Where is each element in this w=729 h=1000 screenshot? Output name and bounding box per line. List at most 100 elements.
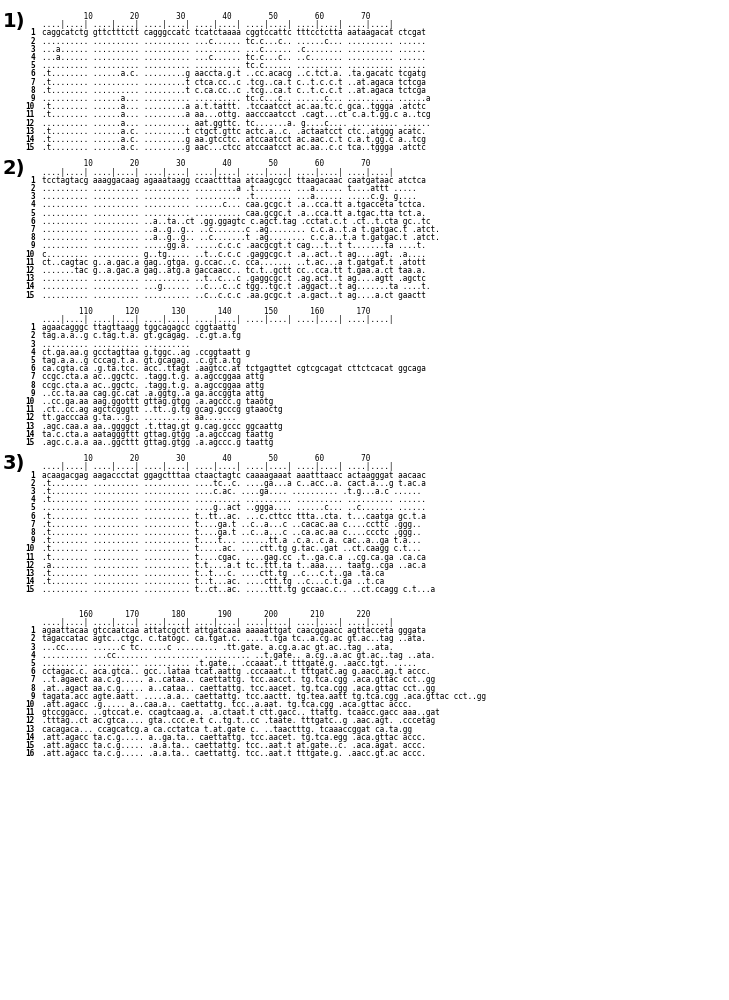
Text: 110       120       130       140       150       160       170: 110 120 130 140 150 160 170: [42, 307, 370, 316]
Text: 5: 5: [31, 659, 35, 668]
Text: 6: 6: [31, 364, 35, 373]
Text: .t........ .......... .......... t....ga.t ..c..a...c ..cacac.aa c....ccttc .ggg: .t........ .......... .......... t....ga…: [42, 520, 421, 529]
Text: .tttag..ct ac.gtca.... gta..ccc.e.t c..tg.t..cc .taate. tttgatc..g .aac.agt. .cc: .tttag..ct ac.gtca.... gta..ccc.e.t c..t…: [42, 716, 435, 725]
Text: 15: 15: [26, 143, 35, 152]
Text: .t........ .......... .......... ....tc..c. ....ga...a c..acc..a. cact.a...g t.a: .t........ .......... .......... ....tc.…: [42, 479, 426, 488]
Text: .t........ .......... .......... t..t...ac. ....ctt.tg ..c...c.t.ga ..t.ca: .t........ .......... .......... t..t...…: [42, 577, 384, 586]
Text: 2: 2: [31, 184, 35, 193]
Text: .......... .......... .......... .......... tc.c...... .......... .......... ...: .......... .......... .......... .......…: [42, 61, 426, 70]
Text: .att.agacc ta.c.g..... .a.a.ta.. caettattg. tcc..aat.t at.gate..c. .aca.agat. ac: .att.agacc ta.c.g..... .a.a.ta.. caettat…: [42, 741, 426, 750]
Text: ....|....| ....|....| ....|....| ....|....| ....|....| ....|....| ....|....|: ....|....| ....|....| ....|....| ....|..…: [42, 315, 394, 324]
Text: .t........ ......a.c. .........t ctgct.gttc actc.a..c. .actaatcct ctc..atggg aca: .t........ ......a.c. .........t ctgct.g…: [42, 127, 426, 136]
Text: tag.a.a..g cccag.t.a. gt.gcagag. .c.gt.a.tg: tag.a.a..g cccag.t.a. gt.gcagag. .c.gt.a…: [42, 356, 241, 365]
Text: 1: 1: [31, 28, 35, 37]
Text: ca.cgta.ca .g.ta.tcc. acc..ttagt .aagtcc.at tctgagttet cgtcgcagat cttctcacat ggc: ca.cgta.ca .g.ta.tcc. acc..ttagt .aagtcc…: [42, 364, 426, 373]
Text: caggcatctg gttctttctt cagggccatc tcatctaaaa cggtccattc tttcctctta aataagacat ctc: caggcatctg gttctttctt cagggccatc tcatcta…: [42, 28, 426, 37]
Text: 4: 4: [31, 348, 35, 357]
Text: 11: 11: [26, 553, 35, 562]
Text: cctagac.c. aca.gtca.. gcc..lataa tcat.aattg .cccaaat..t tttgatc.ag g.aacc.ag.t a: cctagac.c. aca.gtca.. gcc..lataa tcat.aa…: [42, 667, 431, 676]
Text: 6: 6: [31, 69, 35, 78]
Text: tag.a.a..g c.tag.t.a. gt.gcagag. .c.gt.a.tg: tag.a.a..g c.tag.t.a. gt.gcagag. .c.gt.a…: [42, 331, 241, 340]
Text: .......... .......... .......... t..ct..ac. .....ttt.tg gccaac.c.. ..ct.ccagg c.: .......... .......... .......... t..ct..…: [42, 585, 435, 594]
Text: ccgc.cta.a ac..ggctc. .tagg.t.g. a.agccggaa attg: ccgc.cta.a ac..ggctc. .tagg.t.g. a.agccg…: [42, 381, 265, 390]
Text: .......... .......... .......... .......... caa.gcgc.t .a..cca.tt a.tgac.tta tct: .......... .......... .......... .......…: [42, 209, 426, 218]
Text: 11: 11: [26, 708, 35, 717]
Text: ct..cagtac g..a.gac.a gag..gtga. g.ccac..c. cca....... ..t.ac...a t.gatgat.t .at: ct..cagtac g..a.gac.a gag..gtga. g.ccac.…: [42, 258, 426, 267]
Text: 3: 3: [31, 340, 35, 349]
Text: 4: 4: [31, 651, 35, 660]
Text: 12: 12: [26, 561, 35, 570]
Text: 1: 1: [31, 176, 35, 185]
Text: 6: 6: [31, 217, 35, 226]
Text: tcctagtacg aaaggacaag agaaataagg ccaactttaa atcaagcgcc ttaagacaac caatgataac atc: tcctagtacg aaaggacaag agaaataagg ccaactt…: [42, 176, 426, 185]
Text: ....|....| ....|....| ....|....| ....|....| ....|....| ....|....| ....|....|: ....|....| ....|....| ....|....| ....|..…: [42, 168, 394, 177]
Text: ..cc.ta.aa cag.gc.cat .a.ggtg..a ga.accggta attg: ..cc.ta.aa cag.gc.cat .a.ggtg..a ga.accg…: [42, 389, 265, 398]
Text: c......... .......... g..tg..... ..t..c.c.c .gaggcgc.t .a..act..t ag....agt. .a.: c......... .......... g..tg..... ..t..c.…: [42, 250, 426, 259]
Text: 10: 10: [26, 102, 35, 111]
Text: 7: 7: [31, 78, 35, 87]
Text: .t........ .......... .........t c.ca.cc..c .tcg..ca.t c..t.c.c.t ..at.agaca tct: .t........ .......... .........t c.ca.cc…: [42, 86, 426, 95]
Text: 14: 14: [26, 430, 35, 439]
Text: 13: 13: [26, 127, 35, 136]
Text: .......... .......... ..a..g..g.. ..c.......t .ag........ c.c.a..t.a t.gatgac.t : .......... .......... ..a..g..g.. ..c...…: [42, 233, 440, 242]
Text: ta.c.cta.a aatagggttt gttag.gtgg .a.agcccag taattg: ta.c.cta.a aatagggttt gttag.gtgg .a.agcc…: [42, 430, 273, 439]
Text: ....|....| ....|....| ....|....| ....|....| ....|....| ....|....| ....|....|: ....|....| ....|....| ....|....| ....|..…: [42, 462, 394, 471]
Text: 16: 16: [26, 749, 35, 758]
Text: 8: 8: [31, 528, 35, 537]
Text: .......... .......... .......... ......c... caa.gcgc.t .a..cca.tt a.tgacceta tct: .......... .......... .......... ......c…: [42, 200, 426, 209]
Text: .......... .......... ..........: .......... .......... ..........: [42, 340, 190, 349]
Text: 15: 15: [26, 585, 35, 594]
Text: .att.agacc .g..... a..caa.a.. caettattg. tcc..a.aat. tg.tca.cgg .aca.gttac accc.: .att.agacc .g..... a..caa.a.. caettattg.…: [42, 700, 413, 709]
Text: 10: 10: [26, 700, 35, 709]
Text: 1: 1: [31, 471, 35, 480]
Text: ct.ga.aa.g gcctagttaa g.tggc..ag .ccggtaatt g: ct.ga.aa.g gcctagttaa g.tggc..ag .ccggta…: [42, 348, 250, 357]
Text: 8: 8: [31, 86, 35, 95]
Text: 3: 3: [31, 487, 35, 496]
Text: tagata.acc agte.aatt. .....a.a.. caettattg. tcc.aactt. tg.tea.aatt tg.tca.cgg .a: tagata.acc agte.aatt. .....a.a.. caettat…: [42, 692, 486, 701]
Text: 9: 9: [31, 241, 35, 250]
Text: 5: 5: [31, 356, 35, 365]
Text: .agc.caa.a aa..ggggct .t.ttag.gt g.cag.gccc ggcaattg: .agc.caa.a aa..ggggct .t.ttag.gt g.cag.g…: [42, 422, 283, 431]
Text: .......... .......... ..a..ta..ct .gg.ggagtc c.agct.tag .cctat.c.t .ct..t.cta gc: .......... .......... ..a..ta..ct .gg.gg…: [42, 217, 431, 226]
Text: .......... .......... ..a..g..g.. ..c.......c .ag........ c.c.a..t.a t.gatgac.t : .......... .......... ..a..g..g.. ..c...…: [42, 225, 440, 234]
Text: 160       170       180       190       200       210       220: 160 170 180 190 200 210 220: [42, 610, 370, 619]
Text: ....|....| ....|....| ....|....| ....|....| ....|....| ....|....| ....|....|: ....|....| ....|....| ....|....| ....|..…: [42, 618, 394, 627]
Text: .......... ...cc....... .......... .......... ..t.gate.. a.cg..a.ac gt.ac..tag .: .......... ...cc....... .......... .....…: [42, 651, 435, 660]
Text: 9: 9: [31, 692, 35, 701]
Text: 9: 9: [31, 389, 35, 398]
Text: 15: 15: [26, 741, 35, 750]
Text: .......... .......... .......... ..c..c.c.c .aa.gcgc.t .a.gact..t ag....a.ct gaa: .......... .......... .......... ..c..c.…: [42, 291, 426, 300]
Text: .t........ .......... .......... .......... .......... .......... .......... ...: .t........ .......... .......... .......…: [42, 495, 426, 504]
Text: 9: 9: [31, 94, 35, 103]
Text: 4: 4: [31, 200, 35, 209]
Text: 11: 11: [26, 405, 35, 414]
Text: 6: 6: [31, 667, 35, 676]
Text: .ct..cc.ag agctcgggtt ..tt..g.tg gcag.gcccg gtaaoctg: .ct..cc.ag agctcgggtt ..tt..g.tg gcag.gc…: [42, 405, 283, 414]
Text: .att.agacc ta.c.g..... .a.a.ta.. caettattg. tcc..aat.t tttgate.g. .aacc.gt.ac ac: .att.agacc ta.c.g..... .a.a.ta.. caettat…: [42, 749, 426, 758]
Text: .......... .......... .......... .......... .t........ ...a...... .....c.g. g...: .......... .......... .......... .......…: [42, 192, 417, 201]
Text: .t........ .......... .......... t....t... ......tt.a .c.a..c.a. cac..a..ga t.a.: .t........ .......... .......... t....t.…: [42, 536, 421, 545]
Text: 4: 4: [31, 53, 35, 62]
Text: 1): 1): [3, 12, 26, 31]
Text: 8: 8: [31, 233, 35, 242]
Text: tagaccatac agtc..ctgc. c.tatogc. ca.tgat.c. ....t.tga tc..a.cg.ac gt.ac..tag ..a: tagaccatac agtc..ctgc. c.tatogc. ca.tgat…: [42, 634, 426, 643]
Text: tt.gacccaa g.ta...g.. .......... aa.......: tt.gacccaa g.ta...g.. .......... aa.....…: [42, 413, 236, 422]
Text: 8: 8: [31, 381, 35, 390]
Text: .......tac g..a.gac.a gag..atg.a gaccaacc.. tc.t..gctt cc..cca.tt t.gaa.a.ct taa: .......tac g..a.gac.a gag..atg.a gaccaac…: [42, 266, 426, 275]
Text: 12: 12: [26, 266, 35, 275]
Text: .......... ......a... .......... .......... tc.c...c.. ......c... .......... ...: .......... ......a... .......... .......…: [42, 94, 431, 103]
Text: .t........ .......... .......... t..tt..ac. ...c.cttcc ttta..cta. t...caatga gc.: .t........ .......... .......... t..tt..…: [42, 512, 426, 521]
Text: 7: 7: [31, 372, 35, 381]
Text: ...cc..... ......c tc......c ......... .tt.gate. a.cg.a.ac gt.ac..tag ..ata.: ...cc..... ......c tc......c ......... .…: [42, 643, 394, 652]
Text: .att.agacc ta.c.g..... a..ga.ta.. caettattg. tcc.aacet. tg.tca.egg .aca.gttac ac: .att.agacc ta.c.g..... a..ga.ta.. caetta…: [42, 733, 426, 742]
Text: .t........ .......... .......... t....cgac. ....gag.cc .t..ga.c.a ..cg.ca.ga .ca: .t........ .......... .......... t....cg…: [42, 553, 426, 562]
Text: agaacagggc ttagttaagg tggcagagcc cggtaattg: agaacagggc ttagttaagg tggcagagcc cggtaat…: [42, 323, 236, 332]
Text: .......... ......a... .......... aat.ggttc. tc.......a. g....c.... .......... ..: .......... ......a... .......... aat.ggt…: [42, 119, 431, 128]
Text: 6: 6: [31, 512, 35, 521]
Text: ...a...... .......... .......... ...c...... tc.c...c.. ..c....... .......... ...: ...a...... .......... .......... ...c...…: [42, 53, 426, 62]
Text: 3: 3: [31, 192, 35, 201]
Text: .......... .......... .......... ....g..act ..ggga.... ......c... ..c....... ...: .......... .......... .......... ....g..…: [42, 503, 426, 512]
Text: 15: 15: [26, 291, 35, 300]
Text: 1: 1: [31, 323, 35, 332]
Text: 10        20        30        40        50        60        70: 10 20 30 40 50 60 70: [42, 12, 370, 21]
